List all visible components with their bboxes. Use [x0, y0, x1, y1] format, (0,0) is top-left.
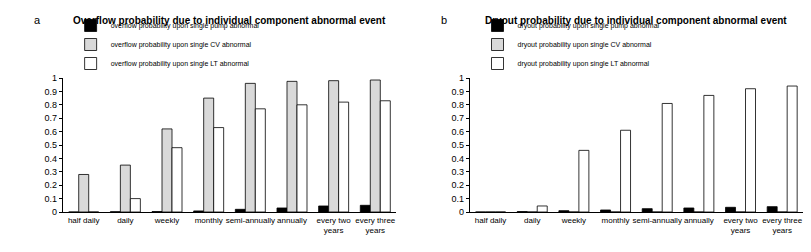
svg-text:0.2: 0.2 [451, 180, 464, 190]
svg-text:daily: daily [524, 216, 540, 225]
svg-text:dryout probability upon single: dryout probability upon single pump abno… [518, 22, 660, 30]
svg-text:every threeyears: every threeyears [355, 216, 396, 235]
svg-text:half daily: half daily [475, 216, 507, 225]
svg-text:0.1: 0.1 [45, 194, 58, 204]
svg-text:Dryout probability due to indi: Dryout probability due to individual com… [485, 15, 787, 26]
svg-text:annually: annually [277, 216, 307, 225]
svg-text:0.4: 0.4 [45, 154, 58, 164]
svg-text:weekly: weekly [154, 216, 179, 225]
svg-text:dryout probability upon single: dryout probability upon single LT abnorm… [518, 60, 650, 68]
svg-text:overflow probability upon sing: overflow probability upon single LT abno… [111, 60, 250, 68]
svg-text:0.6: 0.6 [451, 127, 464, 137]
svg-text:0.8: 0.8 [451, 100, 464, 110]
svg-text:0.9: 0.9 [45, 87, 58, 97]
svg-text:0.3: 0.3 [45, 167, 58, 177]
svg-text:0.5: 0.5 [45, 140, 58, 150]
svg-text:0.6: 0.6 [45, 127, 58, 137]
svg-text:weekly: weekly [561, 216, 586, 225]
svg-text:overflow probability upon sing: overflow probability upon single pump ab… [111, 22, 260, 30]
svg-text:daily: daily [117, 216, 133, 225]
svg-text:every twoyears: every twoyears [317, 216, 352, 235]
svg-text:monthly: monthly [195, 216, 223, 225]
svg-text:0.7: 0.7 [451, 113, 464, 123]
svg-text:monthly: monthly [602, 216, 630, 225]
svg-text:0.4: 0.4 [451, 154, 464, 164]
svg-text:0.2: 0.2 [45, 180, 58, 190]
svg-text:overflow probability upon sing: overflow probability upon single CV abno… [111, 41, 252, 49]
svg-text:0.1: 0.1 [451, 194, 464, 204]
svg-text:dryout probability upon single: dryout probability upon single CV abnorm… [518, 41, 652, 49]
svg-text:0.9: 0.9 [451, 87, 464, 97]
svg-text:every twoyears: every twoyears [723, 216, 758, 235]
svg-text:annually: annually [684, 216, 714, 225]
svg-text:every threeyears: every threeyears [762, 216, 803, 235]
svg-text:semi-annually: semi-annually [633, 216, 682, 225]
svg-text:1: 1 [52, 73, 57, 83]
svg-text:0.7: 0.7 [45, 113, 58, 123]
svg-text:0.5: 0.5 [451, 140, 464, 150]
svg-text:a: a [34, 14, 41, 26]
svg-text:Overflow probability due to in: Overflow probability due to individual c… [73, 15, 386, 26]
svg-text:half daily: half daily [68, 216, 100, 225]
svg-text:0: 0 [459, 207, 464, 217]
svg-text:semi-annually: semi-annually [226, 216, 275, 225]
svg-text:1: 1 [459, 73, 464, 83]
svg-text:0.3: 0.3 [451, 167, 464, 177]
svg-text:0: 0 [52, 207, 57, 217]
svg-text:0.8: 0.8 [45, 100, 58, 110]
svg-text:b: b [441, 14, 447, 26]
